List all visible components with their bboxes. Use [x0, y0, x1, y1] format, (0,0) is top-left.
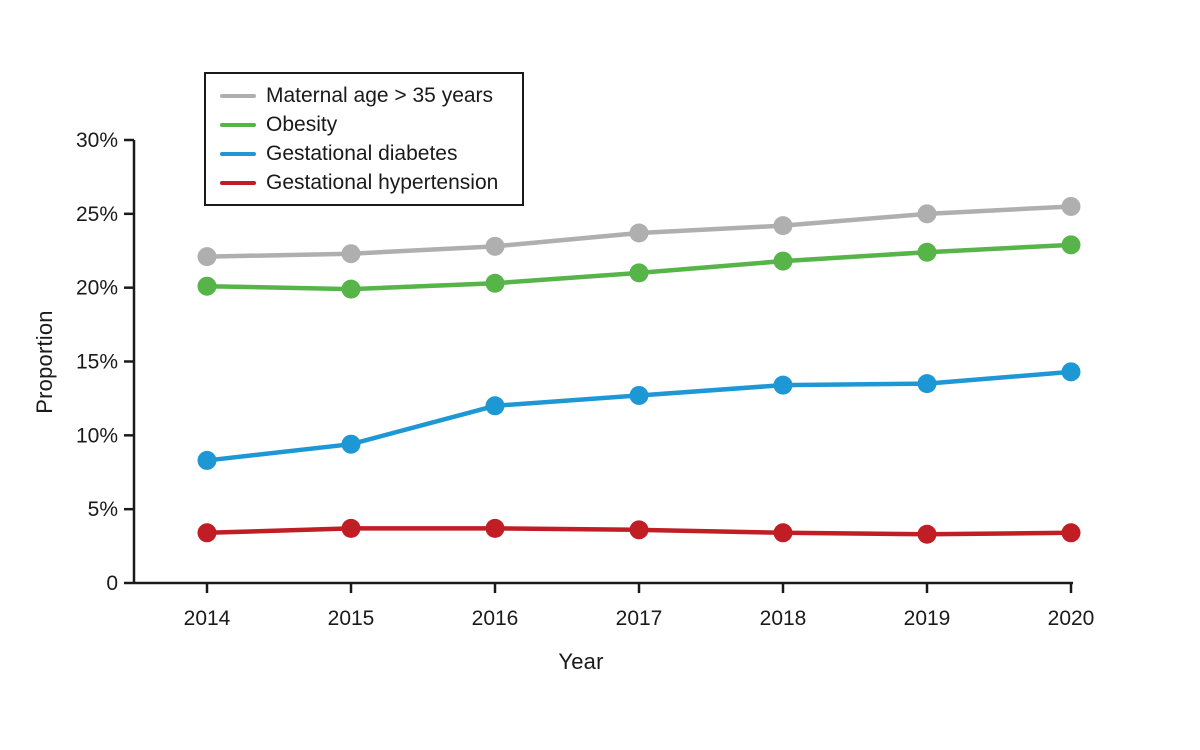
legend-swatch-gestational-diabetes-icon: [220, 151, 256, 156]
point-gestational-diabetes-2018: [773, 375, 793, 395]
point-obesity-2017: [629, 263, 649, 283]
point-gestational-diabetes-2020: [1061, 362, 1081, 382]
point-gestational-diabetes-2015: [341, 434, 361, 454]
y-tick-label: 0: [106, 572, 118, 595]
point-maternal-age-35-years-2016: [485, 236, 505, 256]
series-obesity: [197, 235, 1081, 299]
x-tick-label: 2015: [328, 607, 375, 630]
x-tick-label: 2019: [904, 607, 951, 630]
point-obesity-2014: [197, 276, 217, 296]
series-gestational-diabetes: [197, 362, 1081, 470]
point-maternal-age-35-years-2019: [917, 204, 937, 224]
legend-item-maternal-age: Maternal age > 35 years: [220, 81, 510, 110]
series-line-gestational-diabetes: [204, 369, 1074, 463]
legend-swatch-maternal-age-icon: [220, 93, 256, 98]
point-gestational-hypertension-2016: [485, 518, 505, 538]
point-obesity-2015: [341, 279, 361, 299]
y-tick-label: 25%: [76, 203, 118, 226]
series-gestational-hypertension: [197, 518, 1081, 544]
point-gestational-hypertension-2020: [1061, 523, 1081, 543]
point-gestational-diabetes-2016: [485, 396, 505, 416]
x-tick-label: 2018: [760, 607, 807, 630]
point-obesity-2016: [485, 273, 505, 293]
legend: Maternal age > 35 years Obesity Gestatio…: [204, 72, 524, 206]
point-maternal-age-35-years-2014: [197, 247, 217, 267]
y-tick-label: 5%: [88, 498, 118, 521]
point-gestational-hypertension-2014: [197, 523, 217, 543]
x-tick-label: 2014: [184, 607, 231, 630]
point-maternal-age-35-years-2018: [773, 216, 793, 236]
y-tick-label: 15%: [76, 351, 118, 374]
legend-label-gestational-diabetes: Gestational diabetes: [266, 141, 458, 165]
y-tick-label: 20%: [76, 277, 118, 300]
legend-label-obesity: Obesity: [266, 112, 338, 136]
legend-swatch-gestational-hypertension-icon: [220, 180, 256, 185]
y-axis-title: Proportion: [32, 310, 57, 414]
point-gestational-diabetes-2014: [197, 450, 217, 470]
point-maternal-age-35-years-2020: [1061, 196, 1081, 216]
series-maternal-age-35-years: [197, 196, 1081, 267]
point-gestational-hypertension-2015: [341, 518, 361, 538]
legend-item-obesity: Obesity: [220, 110, 510, 139]
x-tick-label: 2016: [472, 607, 519, 630]
point-obesity-2019: [917, 242, 937, 262]
point-gestational-hypertension-2017: [629, 520, 649, 540]
x-tick-label: 2017: [616, 607, 663, 630]
axes: 0 5% 10% 15% 20% 25% 30% 2014 2015 2016 2017 2018 20…: [76, 129, 1094, 630]
point-gestational-diabetes-2019: [917, 374, 937, 394]
point-gestational-diabetes-2017: [629, 385, 649, 405]
legend-label-maternal-age: Maternal age > 35 years: [266, 83, 494, 107]
point-obesity-2018: [773, 251, 793, 271]
point-obesity-2020: [1061, 235, 1081, 255]
point-maternal-age-35-years-2017: [629, 223, 649, 243]
point-gestational-hypertension-2018: [773, 523, 793, 543]
x-tick-label: 2020: [1048, 607, 1095, 630]
point-gestational-hypertension-2019: [917, 524, 937, 544]
point-maternal-age-35-years-2015: [341, 244, 361, 264]
legend-item-gestational-diabetes: Gestational diabetes: [220, 139, 510, 168]
y-tick-label: 30%: [76, 129, 118, 152]
legend-swatch-obesity-icon: [220, 122, 256, 127]
legend-item-gestational-hypertension: Gestational hypertension: [220, 168, 510, 197]
legend-label-gestational-hypertension: Gestational hypertension: [266, 170, 499, 194]
x-axis-title: Year: [558, 649, 604, 674]
y-tick-label: 10%: [76, 424, 118, 447]
